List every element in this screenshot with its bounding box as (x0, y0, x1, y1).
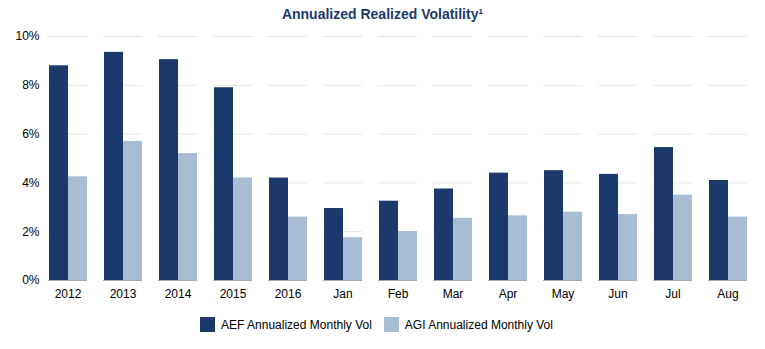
svg-text:2012: 2012 (55, 287, 82, 301)
html-text:AGI Annualized Monthly Vol: AGI Annualized Monthly Vol (404, 317, 553, 332)
svg-text:2016: 2016 (275, 287, 302, 301)
svg-text:2%: 2% (22, 225, 40, 239)
svg-text:6%: 6% (22, 127, 40, 141)
svg-text:2015: 2015 (220, 287, 247, 301)
html-text:Annualized Realized Volatility: Annualized Realized Volatility¹ (281, 6, 484, 22)
svg-text:10%: 10% (15, 29, 39, 43)
svg-text:8%: 8% (22, 78, 40, 92)
svg-text:Apr: Apr (499, 287, 518, 301)
svg-text:Mar: Mar (443, 287, 464, 301)
svg-text:4%: 4% (22, 176, 40, 190)
svg-text:Jan: Jan (333, 287, 352, 301)
html-text:AEF Annualized Monthly Vol: AEF Annualized Monthly Vol (221, 317, 372, 332)
svg-text:2014: 2014 (165, 287, 192, 301)
svg-text:0%: 0% (22, 273, 40, 287)
svg-text:Feb: Feb (388, 287, 409, 301)
svg-text:Jun: Jun (608, 287, 627, 301)
svg-text:Aug: Aug (717, 287, 738, 301)
svg-text:Jul: Jul (665, 287, 680, 301)
svg-text:May: May (552, 287, 575, 301)
svg-text:2013: 2013 (110, 287, 137, 301)
